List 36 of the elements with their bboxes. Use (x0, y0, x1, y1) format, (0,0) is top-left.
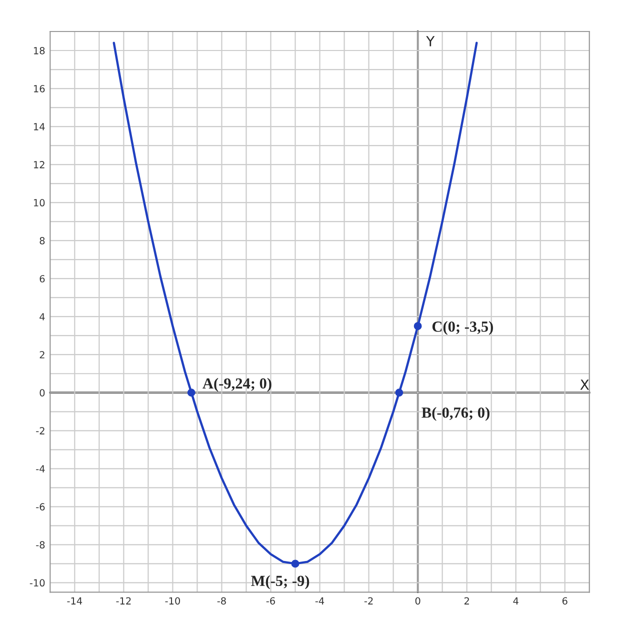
x-tick-label: -12 (116, 597, 131, 604)
x-tick-label: 4 (513, 597, 518, 604)
annotation: A(-9,24; 0) (202, 378, 272, 392)
y-tick-label: 16 (34, 85, 45, 92)
x-tick-label: 6 (562, 597, 568, 605)
x-axis-title: X (580, 380, 589, 390)
point (187, 388, 196, 397)
point (291, 560, 300, 568)
x-tick-label: -10 (165, 597, 180, 605)
x-tick-label: -6 (266, 597, 275, 605)
y-tick-label: -4 (36, 465, 45, 472)
y-axis-title: Y (426, 36, 435, 46)
annotation: C(0; -3,5) (432, 321, 493, 335)
x-tick-label: -2 (364, 597, 373, 604)
y-tick-label: 14 (34, 123, 45, 130)
y-tick-label: 8 (40, 237, 45, 244)
y-tick-label: 12 (34, 161, 44, 168)
x-tick-label: -4 (315, 597, 324, 604)
y-tick-label: 6 (40, 275, 45, 282)
y-tick-label: 18 (34, 46, 45, 54)
y-tick-label: -10 (30, 579, 45, 587)
y-tick-label: -2 (36, 427, 44, 434)
annotation: B(-0,76; 0) (422, 407, 490, 421)
y-tick-label: 10 (34, 199, 45, 206)
x-tick-label: -8 (217, 597, 226, 605)
y-tick-label: 4 (40, 313, 45, 320)
point (414, 322, 422, 330)
y-tick-label: 2 (40, 351, 44, 358)
annotation: M(-5; -9) (251, 575, 310, 590)
y-tick-label: -8 (36, 541, 45, 549)
point (395, 388, 404, 397)
x-tick-label: -14 (67, 597, 82, 604)
y-tick-label: 0 (40, 389, 45, 396)
x-tick-label: 2 (464, 597, 469, 604)
y-tick-label: -6 (36, 503, 45, 510)
x-tick-label: 0 (415, 597, 420, 605)
